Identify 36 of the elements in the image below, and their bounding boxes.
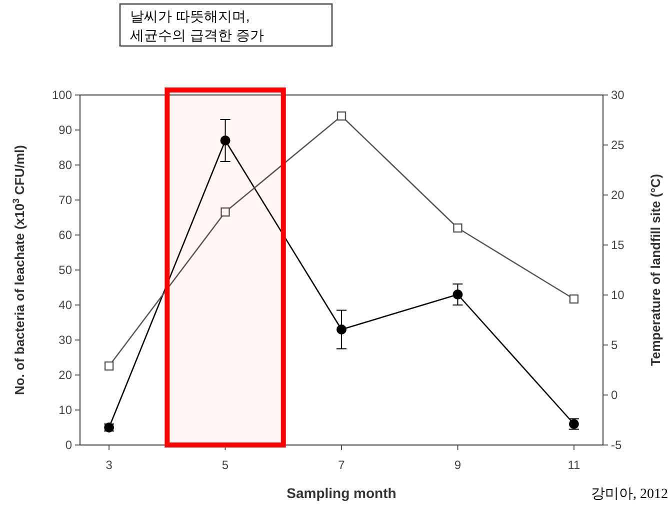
point: [220, 207, 230, 217]
y-tick-label: 70: [58, 193, 72, 207]
y-tick-label: 60: [58, 228, 72, 242]
y-tick-label: 40: [58, 298, 72, 312]
point: [452, 290, 463, 300]
y2-tick-label: 15: [611, 238, 625, 252]
point: [104, 361, 114, 371]
y-tick-label: 90: [58, 123, 72, 137]
y-tick-label: 0: [65, 438, 72, 452]
point: [569, 294, 579, 304]
y2-tick-label: 25: [611, 138, 625, 152]
y2-axis-title: Temperature of landfill site (°C): [648, 174, 663, 366]
y-tick-label: 100: [52, 88, 72, 102]
x-tick-label: 7: [338, 458, 346, 472]
y2-tick-label: 10: [611, 288, 625, 302]
y2-tick-label: -5: [611, 438, 622, 452]
x-tick-label: 5: [222, 458, 229, 472]
y2-tick-label: 0: [611, 388, 618, 402]
x-axis-title: Sampling month: [286, 485, 396, 501]
y-tick-label: 50: [58, 263, 72, 277]
y-tick-label: 30: [58, 333, 72, 347]
point: [336, 324, 346, 334]
y2-tick-label: 5: [611, 338, 618, 352]
note-box: 날씨가 따뜻해지며, 세균수의 급격한 증가: [120, 4, 332, 46]
y2-tick-label: 30: [611, 88, 625, 102]
y-tick-label: 10: [58, 403, 72, 417]
point: [220, 136, 230, 146]
x-tick-label: 11: [568, 458, 580, 472]
x-tick-label: 9: [454, 458, 462, 472]
point: [453, 223, 462, 233]
y-tick-label: 20: [58, 368, 72, 382]
y2-tick-label: 20: [611, 188, 625, 202]
x-tick-label: 3: [106, 458, 113, 472]
text: 강미아, 2012: [591, 487, 668, 502]
point: [336, 111, 346, 121]
y-tick-label: 80: [58, 158, 72, 172]
